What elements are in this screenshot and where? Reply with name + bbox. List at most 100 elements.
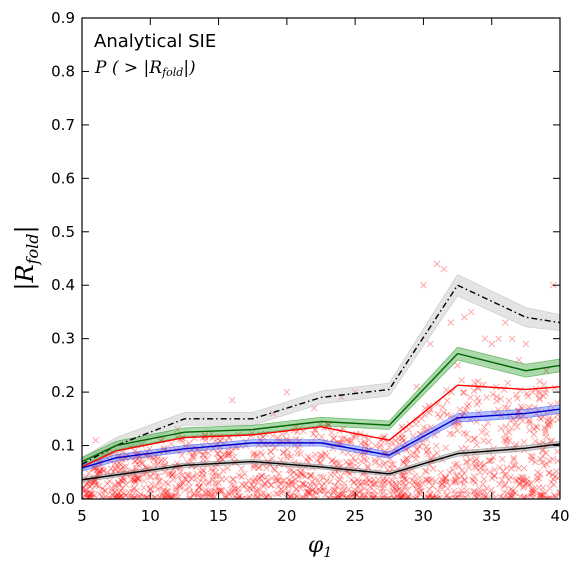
scatter-point xyxy=(493,397,501,405)
y-tick-label: 0.7 xyxy=(51,116,75,134)
scatter-point xyxy=(477,460,485,467)
scatter-point xyxy=(356,493,363,499)
scatter-point xyxy=(471,435,479,443)
scatter-point xyxy=(285,466,293,474)
scatter-point xyxy=(394,435,402,442)
scatter-point xyxy=(84,494,92,499)
scatter-point xyxy=(448,388,455,396)
scatter-point xyxy=(284,490,292,498)
scatter-point xyxy=(449,478,457,486)
scatter-point xyxy=(200,472,207,479)
scatter-point xyxy=(318,452,326,460)
scatter-point xyxy=(540,392,547,400)
scatter-point xyxy=(307,472,315,480)
scatter-point xyxy=(481,494,489,499)
scatter-point xyxy=(534,469,541,476)
scatter-point xyxy=(452,472,460,479)
scatter-point xyxy=(293,485,300,493)
scatter-point xyxy=(101,486,109,494)
scatter-point xyxy=(222,475,230,483)
scatter-point xyxy=(449,430,457,438)
scatter-point xyxy=(382,459,389,467)
scatter-point xyxy=(488,486,495,494)
scatter-point xyxy=(489,391,497,398)
scatter-point xyxy=(279,449,287,456)
scatter-point xyxy=(386,488,394,496)
scatter-point xyxy=(188,452,196,460)
scatter-point xyxy=(205,449,212,457)
x-tick-label: 10 xyxy=(141,507,160,525)
scatter-point xyxy=(386,443,393,451)
scatter-point xyxy=(542,433,550,441)
scatter-point xyxy=(510,454,518,462)
scatter-point xyxy=(137,459,145,467)
scatter-point xyxy=(243,486,251,494)
scatter-point xyxy=(370,487,378,495)
scatter-point xyxy=(426,485,433,493)
scatter-point xyxy=(508,465,515,472)
scatter-point xyxy=(329,456,336,464)
scatter-point xyxy=(344,467,352,474)
scatter-point xyxy=(242,480,250,488)
scatter-point xyxy=(537,491,544,499)
scatter-point xyxy=(480,475,488,483)
scatter-point xyxy=(530,488,538,496)
scatter-point xyxy=(354,483,362,490)
scatter-point xyxy=(470,473,478,480)
scatter-point xyxy=(91,477,99,485)
scatter-point xyxy=(377,488,385,495)
scatter-point xyxy=(295,444,302,451)
scatter-point xyxy=(228,448,236,456)
scatter-point xyxy=(369,494,377,499)
scatter-point xyxy=(96,490,103,498)
scatter-point xyxy=(255,475,263,483)
band-layer xyxy=(82,274,560,483)
scatter-point xyxy=(413,486,420,493)
scatter-point xyxy=(200,451,208,459)
scatter-point xyxy=(287,466,295,474)
scatter-point xyxy=(129,485,137,493)
scatter-point xyxy=(130,494,137,499)
scatter-point xyxy=(392,437,399,444)
scatter-point xyxy=(412,420,420,428)
scatter-point xyxy=(172,483,180,491)
scatter-point xyxy=(501,471,508,479)
scatter-point xyxy=(472,464,480,472)
scatter-point xyxy=(291,442,298,450)
scatter-point xyxy=(224,488,232,496)
scatter-point xyxy=(546,419,554,426)
scatter-point xyxy=(515,464,523,472)
scatter-point xyxy=(443,397,451,405)
scatter-point xyxy=(117,487,125,495)
scatter-point xyxy=(529,490,537,498)
scatter-point xyxy=(205,488,213,495)
scatter-point xyxy=(320,487,328,494)
scatter-point xyxy=(451,494,459,499)
scatter-point xyxy=(538,458,546,466)
scatter-point xyxy=(394,494,402,499)
scatter-point xyxy=(400,475,408,483)
scatter-point xyxy=(254,479,262,486)
scatter-point xyxy=(318,433,325,441)
scatter-point xyxy=(529,485,537,493)
scatter-point xyxy=(334,478,342,485)
scatter-point xyxy=(349,454,357,462)
scatter-point xyxy=(465,464,473,471)
scatter-point xyxy=(208,468,216,475)
scatter-point xyxy=(488,456,496,464)
scatter-point xyxy=(118,485,126,492)
scatter-point xyxy=(117,461,125,468)
scatter-point xyxy=(173,489,181,497)
scatter-point xyxy=(280,449,287,457)
scatter-point xyxy=(151,494,158,499)
scatter-point xyxy=(542,489,549,497)
scatter-point xyxy=(195,483,203,491)
scatter-point xyxy=(278,489,286,497)
scatter-point xyxy=(195,479,202,487)
scatter-point xyxy=(267,448,275,455)
series-line xyxy=(82,443,560,481)
scatter-point xyxy=(248,486,256,494)
scatter-point xyxy=(505,397,513,405)
scatter-point xyxy=(535,388,543,395)
scatter-point xyxy=(470,387,478,395)
